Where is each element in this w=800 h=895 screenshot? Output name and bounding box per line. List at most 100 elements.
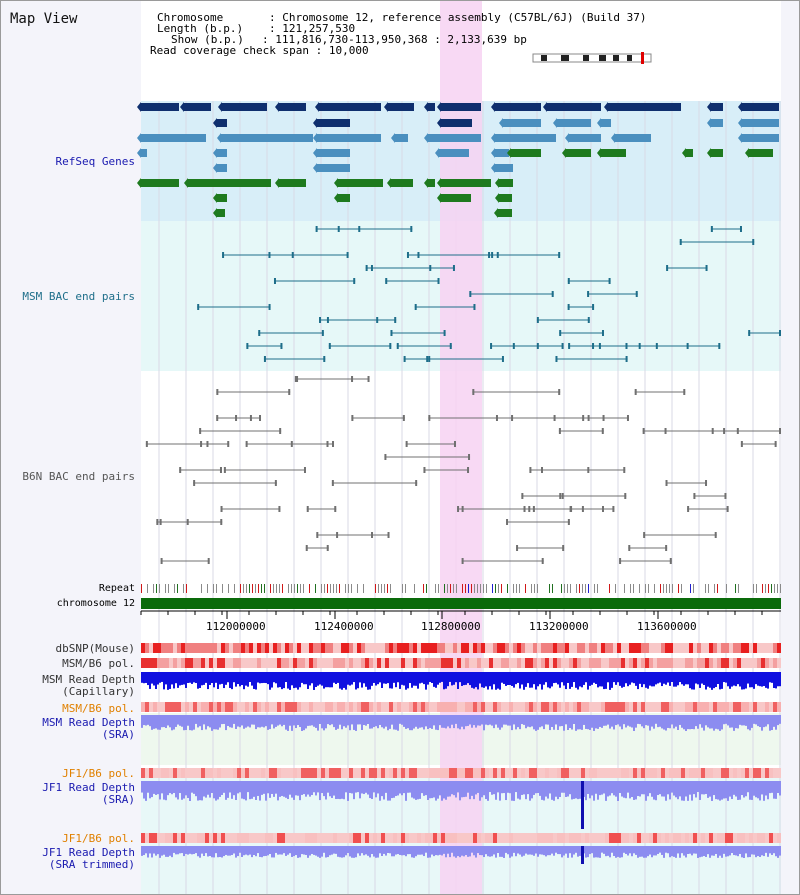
bac-end — [624, 493, 627, 499]
depth-bar — [709, 672, 711, 688]
heat-cell — [325, 768, 329, 778]
depth-bar — [247, 781, 249, 793]
heat-cell — [525, 702, 529, 712]
heat-cell — [637, 768, 641, 778]
depth-bar — [155, 846, 157, 856]
jf1-b6-pol-label[interactable]: JF1/B6 pol. — [62, 767, 135, 780]
heat-cell — [353, 643, 357, 653]
depth-bar — [265, 672, 267, 684]
depth-bar — [331, 846, 333, 855]
depth-bar — [695, 781, 697, 798]
refseq-genes-label[interactable]: RefSeq Genes — [55, 155, 135, 168]
depth-bar — [345, 846, 347, 856]
heat-cell — [757, 833, 761, 843]
heat-cell — [169, 702, 173, 712]
depth-bar — [535, 846, 537, 854]
depth-bar — [269, 672, 271, 690]
heat-cell — [373, 833, 377, 843]
depth-bar — [461, 672, 463, 686]
depth-bar — [437, 781, 439, 799]
depth-bar — [577, 715, 579, 730]
depth-bar — [595, 672, 597, 684]
bac-end — [384, 454, 387, 460]
repeat-mark — [552, 584, 553, 593]
depth-bar — [499, 781, 501, 801]
depth-bar — [491, 715, 493, 726]
heat-cell — [605, 643, 609, 653]
msm-b6-pol-2-label[interactable]: MSM/B6 pol. — [62, 702, 135, 715]
heat-cell — [173, 658, 177, 668]
heat-cell — [325, 702, 329, 712]
msm-b6-pol-label[interactable]: MSM/B6 pol. — [62, 657, 135, 670]
depth-bar — [739, 715, 741, 725]
depth-bar — [723, 846, 725, 854]
repeat-mark — [327, 584, 328, 593]
heat-cell — [457, 658, 461, 668]
depth-bar — [467, 846, 469, 857]
heat-cell — [645, 702, 649, 712]
jf1-b6-pol-2-label[interactable]: JF1/B6 pol. — [62, 832, 135, 845]
heat-cell — [145, 702, 149, 712]
heat-cell — [537, 833, 541, 843]
jf1-depth-trimmed-label[interactable]: JF1 Read Depth (SRA trimmed) — [42, 847, 135, 871]
depth-bar — [279, 715, 281, 725]
depth-bar — [191, 781, 193, 793]
depth-bar — [639, 715, 641, 725]
heat-cell — [621, 658, 625, 668]
heat-cell — [465, 768, 469, 778]
depth-bar — [321, 672, 323, 686]
depth-bar — [213, 781, 215, 799]
depth-bar — [457, 672, 459, 689]
heat-cell — [773, 643, 777, 653]
depth-bar — [489, 672, 491, 687]
msm-depth-capillary-label[interactable]: MSM Read Depth (Capillary) — [42, 674, 135, 698]
depth-bar — [407, 715, 409, 729]
depth-bar — [347, 781, 349, 801]
depth-bar — [269, 846, 271, 854]
repeat-mark — [780, 584, 781, 593]
depth-bar — [345, 715, 347, 728]
heat-cell — [153, 702, 157, 712]
dbsnp-label[interactable]: dbSNP(Mouse) — [55, 642, 135, 655]
depth-bar — [177, 846, 179, 855]
depth-bar — [311, 672, 313, 684]
depth-bar — [477, 672, 479, 690]
depth-bar — [605, 846, 607, 857]
depth-bar — [513, 672, 515, 688]
depth-bar — [505, 672, 507, 686]
depth-bar — [549, 672, 551, 689]
heat-cell — [629, 643, 633, 653]
depth-bar — [631, 781, 633, 798]
depth-bar — [551, 781, 553, 800]
depth-bar — [207, 781, 209, 795]
depth-bar — [155, 781, 157, 795]
depth-bar — [763, 715, 765, 728]
depth-bar — [151, 781, 153, 798]
heat-cell — [605, 658, 609, 668]
heat-cell — [153, 768, 157, 778]
heat-cell — [397, 702, 401, 712]
depth-bar — [751, 715, 753, 728]
heat-cell — [661, 768, 665, 778]
depth-bar — [141, 781, 143, 793]
depth-bar — [653, 781, 655, 800]
depth-bar — [545, 781, 547, 797]
depth-bar — [261, 715, 263, 727]
depth-bar — [461, 715, 463, 727]
msm-bac-label[interactable]: MSM BAC end pairs — [22, 290, 135, 303]
refseq-gene — [141, 103, 179, 111]
msm-depth-sra-label[interactable]: MSM Read Depth (SRA) — [42, 717, 135, 741]
heat-cell — [261, 768, 265, 778]
depth-bar — [241, 672, 243, 686]
bac-end — [403, 356, 406, 362]
b6n-bac-label[interactable]: B6N BAC end pairs — [22, 470, 135, 483]
jf1-depth-sra-label[interactable]: JF1 Read Depth (SRA) — [42, 782, 135, 806]
heat-cell — [741, 768, 745, 778]
depth-bar — [199, 846, 201, 858]
heat-cell — [597, 658, 601, 668]
depth-bar — [747, 672, 749, 684]
depth-bar — [589, 672, 591, 686]
heat-cell — [457, 702, 461, 712]
depth-bar — [287, 715, 289, 731]
depth-bar — [641, 672, 643, 688]
